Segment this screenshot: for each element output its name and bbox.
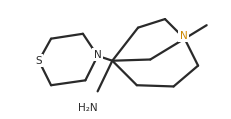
Text: N: N [93, 50, 101, 60]
Text: H₂N: H₂N [78, 103, 97, 113]
Text: S: S [35, 56, 42, 66]
Text: N: N [179, 31, 186, 41]
